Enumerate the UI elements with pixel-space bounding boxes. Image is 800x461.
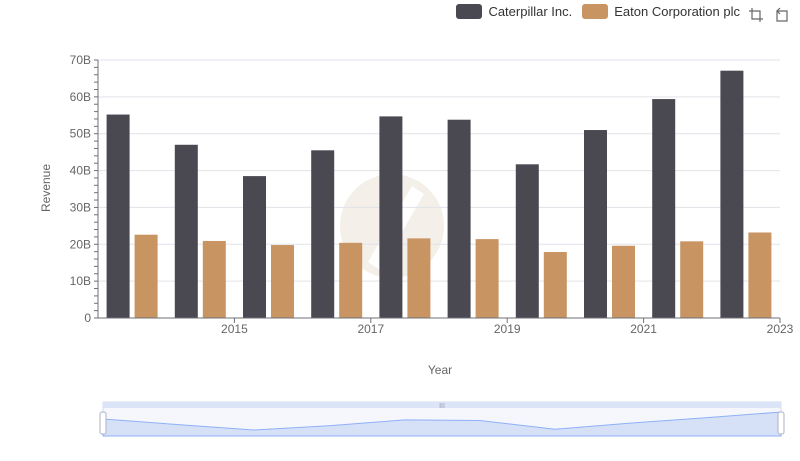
bar-caterpillar-2022[interactable] [652, 99, 676, 318]
bar-caterpillar-2015[interactable] [174, 144, 198, 318]
bar-caterpillar-2023[interactable] [720, 70, 744, 318]
y-tick-label: 20B [70, 237, 91, 251]
slider-handle-left[interactable] [99, 411, 107, 435]
slider-top-bar [103, 402, 781, 408]
bars [106, 70, 772, 319]
x-tick-label: 2019 [494, 322, 521, 336]
x-tick-label: 2015 [221, 322, 248, 336]
data-zoom-slider[interactable]: III [99, 401, 785, 437]
legend-label-eaton: Eaton Corporation plc [614, 4, 740, 19]
slider-handle-right[interactable] [777, 411, 785, 435]
bar-caterpillar-2014[interactable] [106, 114, 130, 318]
y-tick-label: 60B [70, 90, 91, 104]
y-tick-label: 40B [70, 164, 91, 178]
bar-eaton-2023[interactable] [748, 232, 772, 318]
legend: Caterpillar Inc. Eaton Corporation plc [456, 4, 740, 19]
legend-swatch-caterpillar [456, 4, 483, 19]
bar-eaton-2021[interactable] [612, 245, 635, 318]
toolbox [748, 7, 790, 23]
x-axis-label: Year [428, 363, 452, 377]
y-tick-label: 30B [70, 200, 91, 214]
bar-eaton-2016[interactable] [271, 245, 294, 318]
bar-eaton-2015[interactable] [202, 240, 226, 318]
y-tick-label: 50B [70, 127, 91, 141]
bar-eaton-2018[interactable] [407, 238, 431, 318]
bar-caterpillar-2021[interactable] [584, 130, 607, 318]
y-tick-label: 10B [70, 274, 91, 288]
y-tick-label: 0 [84, 311, 91, 325]
legend-label-caterpillar: Caterpillar Inc. [488, 4, 573, 19]
x-tick-label: 2017 [357, 322, 384, 336]
y-axis-label: Revenue [39, 164, 53, 212]
bar-eaton-2017[interactable] [339, 242, 363, 318]
bar-caterpillar-2018[interactable] [379, 116, 403, 319]
bar-eaton-2019[interactable] [475, 239, 499, 318]
bar-caterpillar-2020[interactable] [515, 164, 539, 318]
zoom-reset-icon[interactable] [774, 7, 790, 23]
x-tick-label: 2023 [767, 322, 794, 336]
bar-caterpillar-2019[interactable] [447, 119, 471, 318]
bar-caterpillar-2017[interactable] [311, 150, 335, 318]
bar-eaton-2022[interactable] [680, 241, 704, 318]
bar-eaton-2014[interactable] [134, 234, 158, 318]
legend-item-eaton[interactable]: Eaton Corporation plc [582, 4, 740, 19]
axes: 0 10B 20B 30B 40B 50B 60B 70B 2015 2017 2019 2021 20… [70, 53, 794, 336]
slider-grip-icon[interactable]: III [439, 403, 445, 410]
bar-caterpillar-2016[interactable] [243, 176, 266, 318]
zoom-icon[interactable] [748, 7, 764, 23]
x-tick-label: 2021 [630, 322, 657, 336]
legend-item-caterpillar[interactable]: Caterpillar Inc. [456, 4, 572, 19]
legend-swatch-eaton [582, 4, 609, 19]
bar-eaton-2020[interactable] [543, 252, 567, 318]
y-tick-label: 70B [70, 53, 91, 67]
